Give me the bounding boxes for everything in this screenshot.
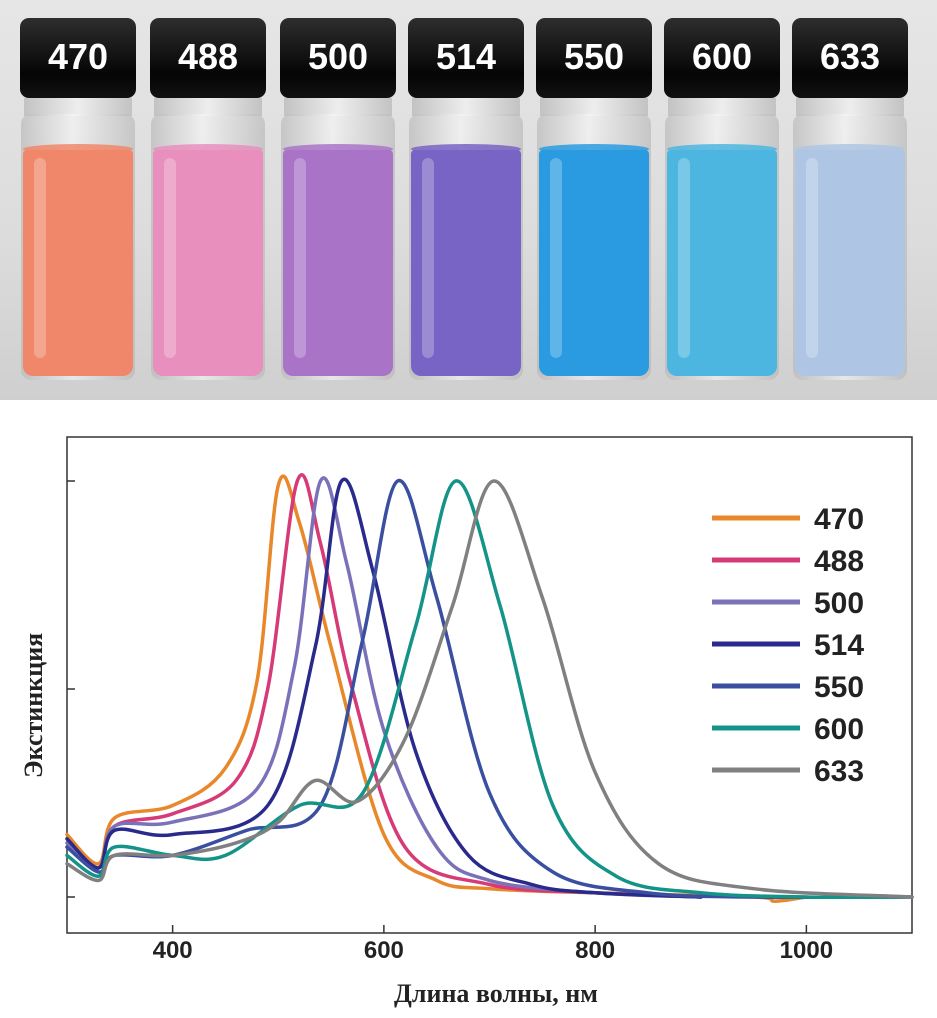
vial-label: 500	[307, 36, 369, 77]
x-tick-label: 1000	[780, 937, 833, 964]
vial-633: 633	[792, 18, 908, 384]
vial-photo: 470 488 500 514 550	[0, 0, 937, 400]
legend-label-514: 514	[814, 629, 864, 662]
legend-label-470: 470	[814, 503, 864, 536]
x-axis-label: Длина волны, нм	[394, 979, 598, 1008]
vial-label: 600	[691, 36, 753, 77]
extinction-chart: 400 600 800 1000 470 488 500 514 550 600 633 Экст…	[19, 436, 914, 1008]
series-line-488	[65, 472, 703, 899]
x-tick-label: 800	[575, 937, 615, 964]
legend-label-600: 600	[814, 713, 864, 746]
vial-600: 600	[664, 18, 780, 384]
vial-liquid	[539, 150, 649, 376]
vial-label: 488	[177, 36, 239, 77]
vial-cap: 550	[536, 18, 652, 98]
vial-500: 500	[280, 18, 396, 384]
vial-label: 514	[435, 36, 497, 77]
legend-label-500: 500	[814, 587, 864, 620]
vial-cap: 600	[664, 18, 780, 98]
vial-cap: 633	[792, 18, 908, 98]
vial-514: 514	[408, 18, 524, 384]
vial-label: 633	[819, 36, 881, 77]
vial-liquid	[153, 150, 263, 376]
vial-cap: 500	[280, 18, 396, 98]
vial-label: 470	[47, 36, 109, 77]
series-line-633	[65, 479, 914, 899]
vial-label: 550	[563, 36, 625, 77]
vial-liquid	[795, 150, 905, 376]
vial-470: 470	[20, 18, 136, 384]
vial-cap: 514	[408, 18, 524, 98]
vial-liquid	[283, 150, 393, 376]
vial-liquid	[23, 150, 133, 376]
vial-liquid	[667, 150, 777, 376]
legend-label-550: 550	[814, 671, 864, 704]
series-line-500	[65, 476, 703, 899]
legend-label-633: 633	[814, 755, 864, 788]
vial-liquid	[411, 150, 521, 376]
vial-550: 550	[536, 18, 652, 384]
x-tick-label: 400	[153, 937, 193, 964]
series-line-514	[65, 477, 703, 899]
y-axis-label: Экстинкция	[19, 633, 48, 778]
vial-488: 488	[150, 18, 266, 384]
vial-cap: 470	[20, 18, 136, 98]
x-tick-label: 600	[364, 937, 404, 964]
legend-label-488: 488	[814, 545, 864, 578]
vial-cap: 488	[150, 18, 266, 98]
